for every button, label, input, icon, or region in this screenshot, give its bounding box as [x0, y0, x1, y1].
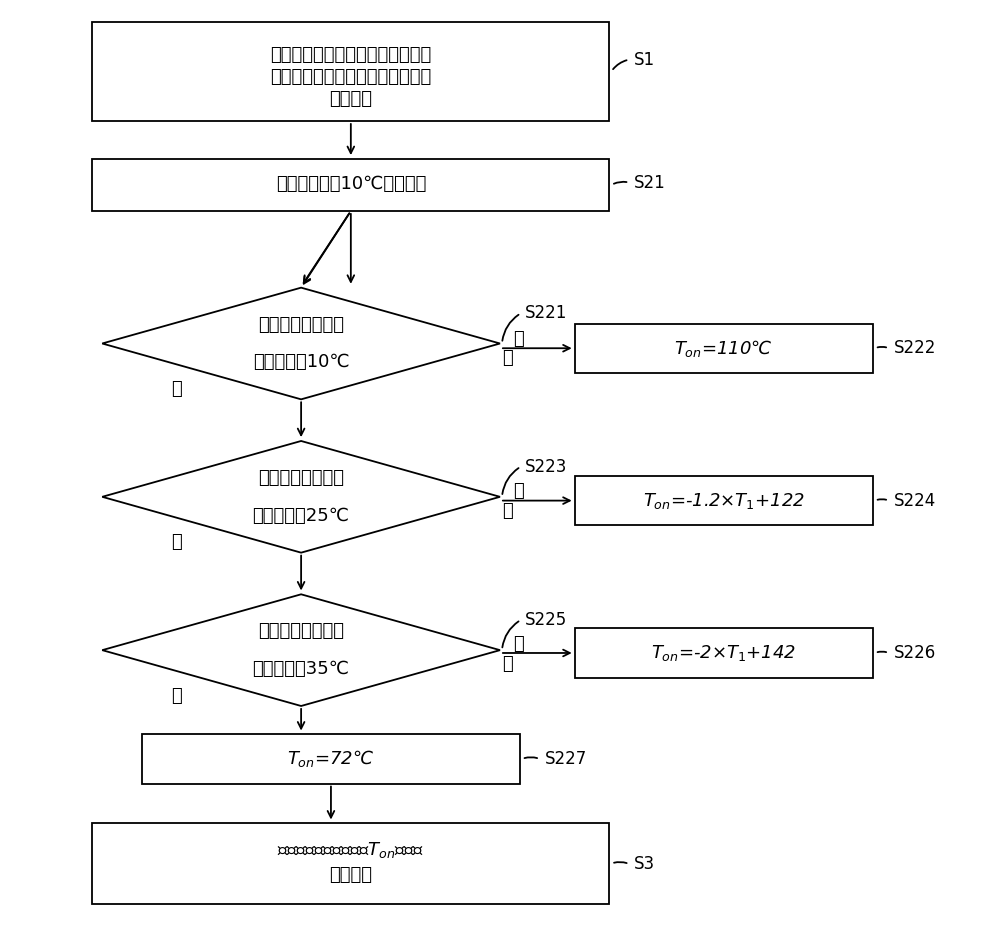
- Bar: [92, 159, 609, 211]
- Bar: [575, 324, 873, 373]
- Text: S222: S222: [894, 339, 936, 357]
- Text: S224: S224: [894, 491, 936, 509]
- Text: 小于或等于25℃: 小于或等于25℃: [253, 506, 350, 525]
- Text: 判断环境温度是否: 判断环境温度是否: [258, 469, 344, 486]
- Bar: [575, 628, 873, 678]
- Text: 判断环境温度是否: 判断环境温度是否: [258, 623, 344, 640]
- Text: $T_{on}$=110℃: $T_{on}$=110℃: [674, 338, 773, 359]
- Text: 否: 否: [171, 533, 182, 551]
- Text: S1: S1: [634, 50, 655, 69]
- Bar: [142, 734, 520, 783]
- Text: $T_{on}$=-2×$T_1$+142: $T_{on}$=-2×$T_1$+142: [651, 643, 796, 663]
- Text: S223: S223: [525, 458, 567, 476]
- Text: S226: S226: [894, 644, 936, 662]
- Text: 环境温度: 环境温度: [329, 90, 372, 109]
- Text: S3: S3: [634, 855, 655, 873]
- Text: $T_{on}$=72℃: $T_{on}$=72℃: [287, 748, 374, 769]
- Text: 判断环境温度是否: 判断环境温度是否: [258, 315, 344, 333]
- Text: 是: 是: [503, 502, 513, 520]
- Bar: [575, 476, 873, 526]
- Polygon shape: [102, 441, 500, 553]
- Bar: [92, 823, 609, 903]
- Polygon shape: [102, 594, 500, 706]
- Text: S21: S21: [634, 173, 666, 191]
- Text: 小于或等于35℃: 小于或等于35℃: [253, 660, 350, 678]
- Text: 是: 是: [513, 329, 524, 347]
- Text: 是: 是: [513, 635, 524, 652]
- Text: 是: 是: [503, 348, 513, 367]
- Text: 根据修正后的开启温度$T_{on}$来开启: 根据修正后的开启温度$T_{on}$来开启: [277, 840, 424, 860]
- Text: 否: 否: [171, 380, 182, 398]
- Text: 是: 是: [503, 655, 513, 673]
- Text: 否: 否: [171, 686, 182, 704]
- Text: 将环境温度与10℃进行比较: 将环境温度与10℃进行比较: [276, 175, 426, 193]
- Text: S227: S227: [545, 750, 587, 768]
- Text: 模块处于关闭状态的情形下，检测: 模块处于关闭状态的情形下，检测: [270, 68, 431, 86]
- Polygon shape: [102, 288, 500, 399]
- Text: 小于或等于10℃: 小于或等于10℃: [253, 353, 349, 371]
- Text: S225: S225: [525, 611, 567, 629]
- Text: 是: 是: [513, 482, 524, 500]
- Text: $T_{on}$=-1.2×$T_1$+122: $T_{on}$=-1.2×$T_1$+122: [643, 490, 805, 510]
- Text: 在洗干一体机处于烘干模式且加热: 在洗干一体机处于烘干模式且加热: [270, 46, 431, 64]
- Text: 加热模块: 加热模块: [329, 866, 372, 884]
- Bar: [92, 22, 609, 121]
- Text: S221: S221: [525, 305, 567, 322]
